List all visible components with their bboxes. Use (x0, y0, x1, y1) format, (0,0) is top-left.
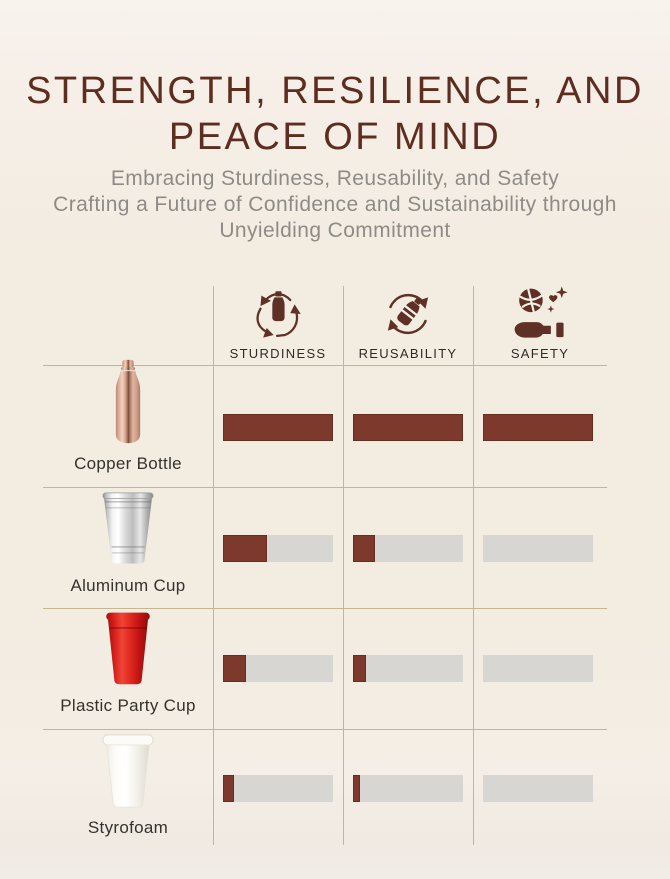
product-label: Copper Bottle (74, 454, 182, 473)
bar-aluminum-safety (483, 535, 593, 562)
subtitle-line-2: Crafting a Future of Confidence and Sust… (53, 193, 617, 216)
product-label: Aluminum Cup (70, 576, 186, 595)
bar-fill (353, 414, 463, 441)
styrofoam-cup-image (97, 733, 159, 814)
product-cell-aluminum-cup: Aluminum Cup (43, 492, 213, 596)
plastic-party-cup-image (98, 609, 158, 692)
bar-copper-safety (483, 414, 593, 441)
column-label-safety: SAFETY (510, 346, 570, 361)
bar-aluminum-sturdiness (223, 535, 333, 562)
copper-bottle-image (97, 359, 159, 450)
bar-plastic-safety (483, 655, 593, 682)
bar-fill (223, 535, 267, 562)
bar-copper-reusability (353, 414, 463, 441)
product-cell-copper-bottle: Copper Bottle (43, 359, 213, 474)
subtitle-line-1: Embracing Sturdiness, Reusability, and S… (110, 167, 560, 190)
bar-styrofoam-sturdiness (223, 775, 333, 802)
product-cell-plastic-party-cup: Plastic Party Cup (43, 612, 213, 716)
subtitle-line-3: Unyielding Commitment (219, 219, 451, 242)
grid-horizontal-line (43, 608, 607, 609)
column-label-sturdiness: STURDINESS (229, 346, 327, 361)
column-header-sturdiness: STURDINESS (213, 281, 343, 361)
bar-fill (483, 414, 593, 441)
grid-horizontal-line (43, 729, 607, 730)
bar-fill (223, 655, 247, 682)
hand-globe-heart-icon (511, 285, 569, 343)
bar-fill (353, 775, 360, 802)
column-header-reusability: REUSABILITY (343, 281, 473, 361)
recycle-bottle-icon (250, 285, 306, 343)
bar-aluminum-reusability (353, 535, 463, 562)
bar-plastic-sturdiness (223, 655, 333, 682)
page-title-line-1: STRENGTH, RESILIENCE, AND (26, 70, 644, 112)
grid-vertical-line (473, 286, 474, 845)
column-label-reusability: REUSABILITY (358, 346, 458, 361)
bar-copper-sturdiness (223, 414, 333, 441)
product-label: Styrofoam (87, 818, 169, 837)
bar-styrofoam-reusability (353, 775, 463, 802)
bar-fill (353, 535, 375, 562)
bar-plastic-reusability (353, 655, 463, 682)
bar-fill (223, 775, 234, 802)
bar-styrofoam-safety (483, 775, 593, 802)
grid-vertical-line (213, 286, 214, 845)
product-label: Plastic Party Cup (60, 696, 196, 715)
subtitle-block: Embracing Sturdiness, Reusability, and S… (0, 166, 670, 244)
aluminum-cup-image (95, 489, 161, 572)
title-block: STRENGTH, RESILIENCE, AND PEACE OF MIND … (0, 68, 670, 244)
reuse-arrows-bottle-icon (380, 285, 436, 343)
column-header-safety: SAFETY (473, 281, 607, 361)
grid-horizontal-line (43, 365, 607, 366)
bar-fill (353, 655, 367, 682)
grid-horizontal-line (43, 487, 607, 488)
bar-fill (223, 414, 333, 441)
page-title-line-2: PEACE OF MIND (168, 116, 502, 158)
grid-vertical-line (343, 286, 344, 845)
product-cell-styrofoam: Styrofoam (43, 734, 213, 838)
